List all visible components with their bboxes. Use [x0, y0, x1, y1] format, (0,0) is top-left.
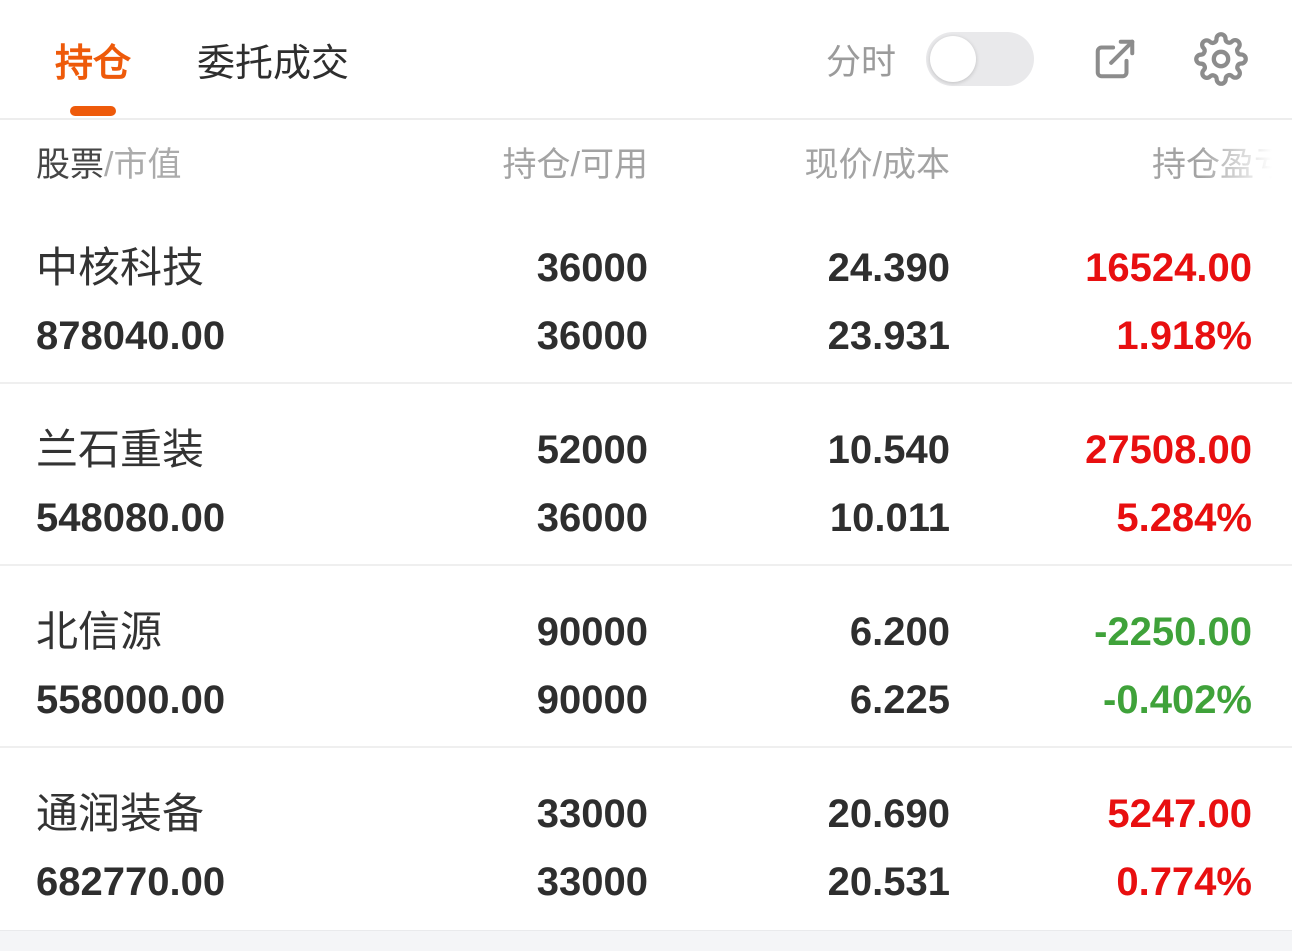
- position-row[interactable]: 中核科技 878040.00 36000 36000 24.390 23.931…: [0, 202, 1292, 384]
- stock-name: 通润装备: [36, 790, 205, 837]
- position-row[interactable]: 兰石重装 548080.00 52000 36000 10.540 10.011…: [0, 384, 1292, 566]
- header-edge-fade: [1200, 120, 1292, 202]
- available-qty: 36000: [536, 314, 648, 358]
- bottom-section-edge: [0, 930, 1292, 951]
- market-value: 558000.00: [36, 678, 226, 722]
- header-stock-marketvalue: 股票/市值: [36, 137, 376, 186]
- current-price: 24.390: [827, 246, 950, 290]
- header-position-available: 持仓/可用: [502, 145, 648, 184]
- table-header: 股票/市值 持仓/可用 现价/成本 持仓盈亏: [0, 120, 1292, 202]
- intraday-toggle-label: 分时: [825, 42, 896, 82]
- position-cell: 52000 36000: [376, 424, 648, 564]
- current-price: 20.690: [827, 792, 950, 836]
- stock-cell: 中核科技 878040.00: [36, 242, 376, 382]
- position-row[interactable]: 北信源 558000.00 90000 90000 6.200 6.225 -2…: [0, 566, 1292, 748]
- pnl-amount: 27508.00: [1085, 428, 1252, 472]
- position-row[interactable]: 通润装备 682770.00 33000 33000 20.690 20.531…: [0, 748, 1292, 930]
- market-value: 548080.00: [36, 496, 226, 540]
- position-qty: 33000: [536, 792, 648, 836]
- available-qty: 36000: [536, 496, 648, 540]
- position-cell: 36000 36000: [376, 242, 648, 382]
- header-marketvalue: /市值: [104, 145, 182, 184]
- price-cell: 10.540 10.011: [648, 424, 950, 564]
- cost-price: 20.531: [827, 860, 950, 904]
- gear-icon[interactable]: [1194, 32, 1248, 86]
- header-stock: 股票: [36, 145, 104, 184]
- toggle-knob: [930, 36, 976, 82]
- position-cell: 90000 90000: [376, 606, 648, 746]
- pnl-cell: 27508.00 5.284%: [950, 424, 1252, 564]
- pnl-percent: 5.284%: [1116, 496, 1252, 540]
- intraday-toggle[interactable]: [926, 32, 1034, 86]
- pnl-amount: 5247.00: [1107, 792, 1252, 836]
- position-qty: 36000: [536, 246, 648, 290]
- tab-positions-label: 持仓: [55, 42, 132, 85]
- cost-price: 10.011: [829, 496, 950, 540]
- cost-price: 23.931: [827, 314, 950, 358]
- pnl-cell: -2250.00 -0.402%: [950, 606, 1252, 746]
- market-value: 878040.00: [36, 314, 226, 358]
- current-price: 6.200: [849, 610, 950, 654]
- position-qty: 52000: [536, 428, 648, 472]
- stock-name: 兰石重装: [36, 426, 205, 473]
- toolbar: 分时: [826, 32, 1248, 86]
- external-link-icon[interactable]: [1092, 36, 1138, 82]
- tab-positions[interactable]: 持仓: [55, 0, 131, 118]
- pnl-percent: 0.774%: [1116, 860, 1252, 904]
- pnl-percent: 1.918%: [1116, 314, 1252, 358]
- pnl-cell: 16524.00 1.918%: [950, 242, 1252, 382]
- tab-orders-label: 委托成交: [197, 42, 350, 85]
- top-bar: 持仓 委托成交 分时: [0, 0, 1292, 120]
- stock-name: 北信源: [36, 608, 163, 655]
- pnl-cell: 5247.00 0.774%: [950, 788, 1252, 930]
- position-cell: 33000 33000: [376, 788, 648, 930]
- stock-cell: 北信源 558000.00: [36, 606, 376, 746]
- price-cell: 20.690 20.531: [648, 788, 950, 930]
- available-qty: 90000: [536, 678, 648, 722]
- position-qty: 90000: [536, 610, 648, 654]
- active-tab-underline: [70, 106, 116, 116]
- cost-price: 6.225: [849, 678, 950, 722]
- tab-bar: 持仓 委托成交: [55, 0, 349, 118]
- stock-cell: 通润装备 682770.00: [36, 788, 376, 930]
- pnl-amount: 16524.00: [1085, 246, 1252, 290]
- price-cell: 6.200 6.225: [648, 606, 950, 746]
- header-price-cost: 现价/成本: [804, 145, 950, 184]
- available-qty: 33000: [536, 860, 648, 904]
- tab-orders[interactable]: 委托成交: [197, 0, 349, 118]
- market-value: 682770.00: [36, 860, 226, 904]
- pnl-percent: -0.402%: [1103, 678, 1252, 722]
- current-price: 10.540: [827, 428, 950, 472]
- positions-table-body: 中核科技 878040.00 36000 36000 24.390 23.931…: [0, 202, 1292, 930]
- stock-cell: 兰石重装 548080.00: [36, 424, 376, 564]
- price-cell: 24.390 23.931: [648, 242, 950, 382]
- pnl-amount: -2250.00: [1094, 610, 1252, 654]
- stock-name: 中核科技: [36, 244, 205, 291]
